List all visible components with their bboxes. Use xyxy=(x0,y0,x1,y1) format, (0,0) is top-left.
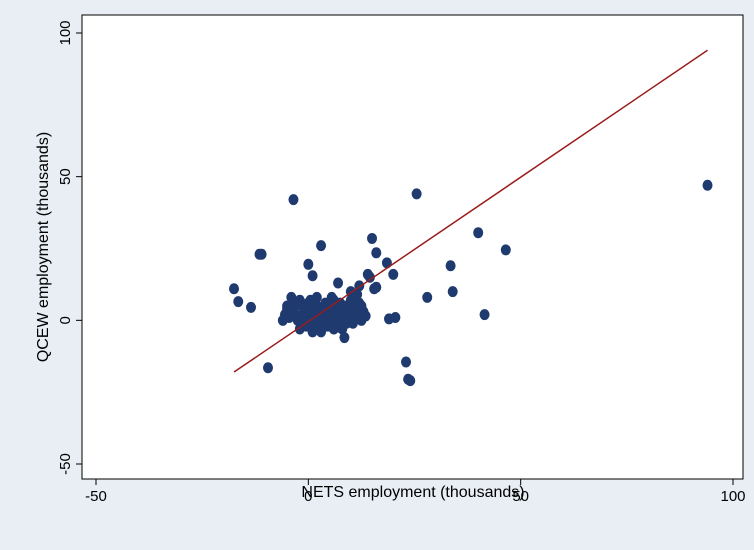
data-point xyxy=(233,296,244,308)
data-point xyxy=(282,300,293,312)
x-tick-label: 100 xyxy=(720,488,745,505)
data-point xyxy=(352,288,363,300)
data-point xyxy=(262,362,273,374)
data-point xyxy=(367,232,378,244)
data-point xyxy=(369,283,380,295)
data-point xyxy=(286,309,297,321)
data-point xyxy=(479,309,490,321)
x-tick-label: -50 xyxy=(85,488,107,505)
data-point xyxy=(445,260,456,272)
x-tick-label: 50 xyxy=(512,488,529,505)
data-point xyxy=(388,268,399,280)
data-point xyxy=(473,227,484,239)
y-tick-label: 0 xyxy=(57,316,74,324)
y-tick-label: -50 xyxy=(57,453,74,475)
data-point xyxy=(356,300,367,312)
data-point xyxy=(702,179,713,191)
data-point xyxy=(229,283,240,295)
data-point xyxy=(350,309,361,321)
data-point xyxy=(333,306,344,318)
y-axis-title: QCEW employment (thousands) xyxy=(35,132,52,362)
x-axis-ticks: -50 0 50 100 xyxy=(85,479,746,505)
y-tick-label: 100 xyxy=(57,20,74,45)
data-point xyxy=(360,310,371,322)
data-point xyxy=(303,258,314,270)
data-point xyxy=(309,296,320,308)
x-tick-label: 0 xyxy=(304,488,312,505)
data-point xyxy=(411,188,422,200)
data-point xyxy=(447,286,458,298)
data-point xyxy=(324,313,335,325)
data-point xyxy=(339,332,350,344)
data-point xyxy=(401,356,412,368)
data-point xyxy=(316,240,327,252)
data-point xyxy=(256,248,267,260)
data-point xyxy=(333,277,344,289)
data-point xyxy=(364,271,375,283)
data-point xyxy=(422,291,433,303)
plot-area xyxy=(81,14,744,480)
data-point xyxy=(318,320,329,332)
data-point xyxy=(301,306,312,318)
data-point xyxy=(288,194,299,206)
x-axis-title: NETS employment (thousands) xyxy=(301,484,524,501)
data-point xyxy=(500,244,511,256)
data-point xyxy=(307,270,318,282)
fit-line xyxy=(233,49,708,373)
y-axis-ticks: -50 0 50 100 xyxy=(57,20,82,475)
data-point xyxy=(390,311,401,323)
data-point xyxy=(335,322,346,334)
data-point xyxy=(405,375,416,387)
y-tick-label: 50 xyxy=(57,168,74,185)
data-point xyxy=(371,247,382,259)
data-point xyxy=(381,257,392,269)
data-point xyxy=(246,301,257,313)
